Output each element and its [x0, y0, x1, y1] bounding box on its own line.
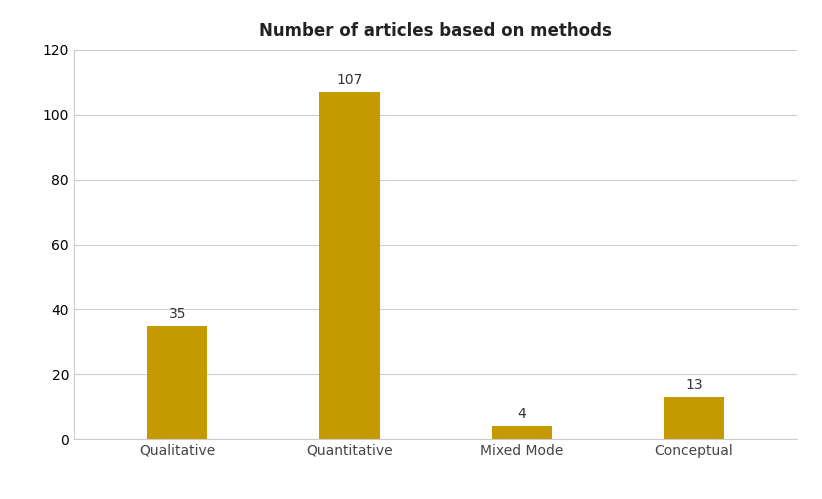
- Bar: [147, 326, 207, 439]
- Text: 35: 35: [169, 307, 186, 321]
- Bar: [664, 397, 724, 439]
- Text: 4: 4: [517, 407, 526, 421]
- Bar: [492, 426, 552, 439]
- Text: 13: 13: [686, 378, 703, 392]
- Title: Number of articles based on methods: Number of articles based on methods: [259, 22, 612, 40]
- Bar: [320, 92, 380, 439]
- Text: 107: 107: [336, 73, 363, 87]
